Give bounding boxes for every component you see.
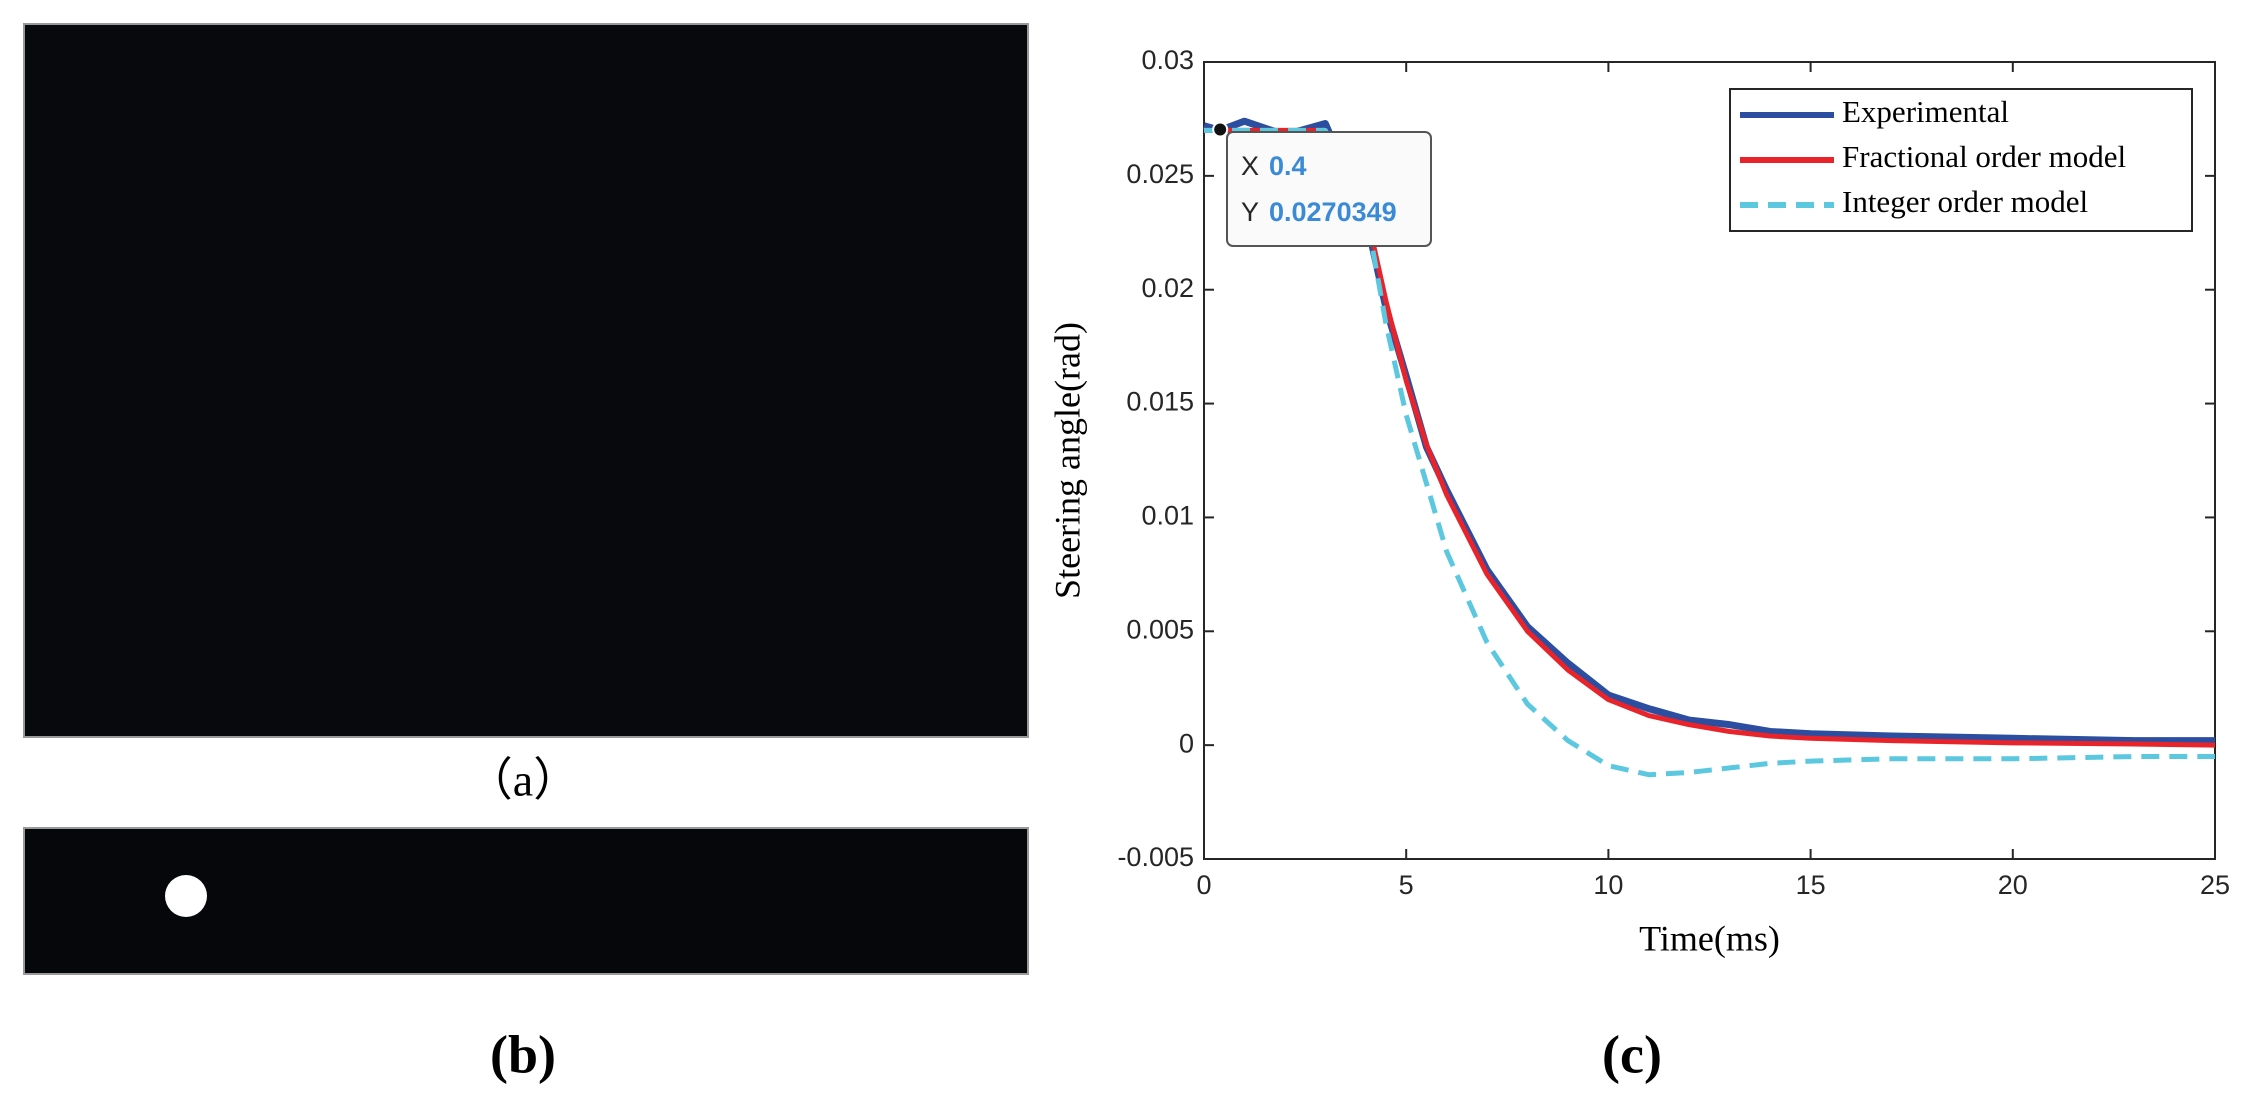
y-axis-label: Steering angle(rad) — [1047, 322, 1087, 599]
datatip-value: 0.4 — [1269, 151, 1307, 181]
legend-label: Integer order model — [1842, 184, 2088, 219]
panel-label: （a） — [467, 755, 579, 806]
panel-label: (b) — [490, 1024, 556, 1084]
y-tick-label: -0.005 — [1117, 842, 1194, 872]
y-tick-label: 0.03 — [1141, 45, 1194, 75]
x-tick-label: 20 — [1998, 870, 2028, 900]
y-tick-label: 0.02 — [1141, 273, 1194, 303]
datatip — [1226, 131, 1432, 247]
panel-label: (c) — [1602, 1024, 1662, 1084]
y-tick-label: 0.005 — [1126, 614, 1194, 644]
datatip-value: 0.0270349 — [1269, 197, 1397, 227]
light-spot — [165, 875, 207, 917]
x-axis-label: Time(ms) — [1639, 918, 1780, 958]
y-tick-label: 0.015 — [1126, 387, 1194, 417]
image-a — [23, 23, 1029, 738]
y-tick-label: 0 — [1179, 728, 1194, 758]
x-tick-label: 15 — [1796, 870, 1826, 900]
x-tick-label: 5 — [1399, 870, 1414, 900]
series-line — [1204, 127, 2216, 748]
y-tick-label: 0.01 — [1141, 501, 1194, 531]
series-line — [1203, 117, 2215, 745]
legend-label: Experimental — [1842, 94, 2009, 129]
x-tick-label: 25 — [2200, 870, 2230, 900]
datatip-key: X — [1241, 151, 1259, 181]
x-tick-label: 10 — [1593, 870, 1623, 900]
series-line — [1204, 127, 2215, 778]
y-tick-label: 0.025 — [1126, 159, 1194, 189]
x-tick-label: 0 — [1196, 870, 1211, 900]
datatip-key: Y — [1241, 197, 1259, 227]
datatip-marker — [1212, 121, 1229, 138]
legend-label: Fractional order model — [1842, 139, 2126, 174]
